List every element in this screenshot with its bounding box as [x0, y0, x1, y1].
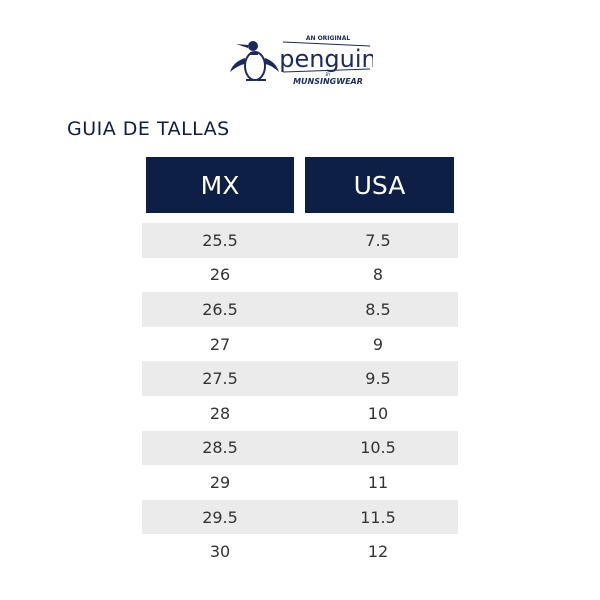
- mx-size-cell: 27.5: [202, 369, 238, 389]
- usa-size-cell: 9: [372, 334, 384, 354]
- size-table: 25.5 7.5 26 8 26.5 8.5 27 9 27.5 9.5 28 10 28.5 10.5 2…: [142, 223, 458, 569]
- mx-size-cell: 28: [209, 403, 231, 423]
- table-row: 25.5 7.5: [142, 223, 458, 258]
- table-row: 27 9: [142, 327, 458, 362]
- table-row: 27.5 9.5: [142, 361, 458, 396]
- usa-size-cell: 9.5: [365, 369, 391, 389]
- table-row: 26 8: [142, 258, 458, 293]
- page-title: GUIA DE TALLAS: [67, 118, 230, 140]
- mx-size-cell: 26: [209, 265, 231, 285]
- svg-text:MUNSINGWEAR: MUNSINGWEAR: [293, 77, 363, 86]
- usa-size-cell: 12: [367, 542, 389, 562]
- mx-size-cell: 27: [209, 334, 231, 354]
- mx-size-cell: 29.5: [202, 507, 238, 527]
- usa-size-cell: 8: [372, 265, 384, 285]
- mx-size-cell: 29: [209, 472, 231, 492]
- table-row: 28.5 10.5: [142, 430, 458, 466]
- usa-size-cell: 11.5: [360, 507, 396, 527]
- table-row: 29.5 11.5: [142, 499, 458, 535]
- table-row: 26.5 8.5: [142, 292, 458, 327]
- table-row: 28 10: [142, 396, 458, 431]
- mx-size-cell: 26.5: [202, 299, 238, 319]
- svg-text:penguin: penguin: [279, 45, 373, 73]
- table-row: 29 11: [142, 465, 458, 500]
- header-mx: MX: [146, 157, 294, 213]
- usa-size-cell: 7.5: [365, 230, 391, 250]
- svg-text:BY: BY: [326, 72, 332, 77]
- usa-size-cell: 11: [367, 472, 389, 492]
- usa-size-cell: 10.5: [360, 438, 396, 458]
- usa-size-cell: 10: [367, 403, 389, 423]
- header-usa: USA: [305, 157, 454, 213]
- mx-size-cell: 25.5: [202, 230, 238, 250]
- mx-size-cell: 30: [209, 542, 231, 562]
- table-row: 30 12: [142, 534, 458, 569]
- brand-logo: AN ORIGINAL penguin BY MUNSINGWEAR: [228, 32, 377, 87]
- penguin-logo-icon: AN ORIGINAL penguin BY MUNSINGWEAR: [230, 35, 377, 86]
- svg-text:AN ORIGINAL: AN ORIGINAL: [306, 35, 351, 42]
- usa-size-cell: 8.5: [365, 299, 391, 319]
- mx-size-cell: 28.5: [202, 438, 238, 458]
